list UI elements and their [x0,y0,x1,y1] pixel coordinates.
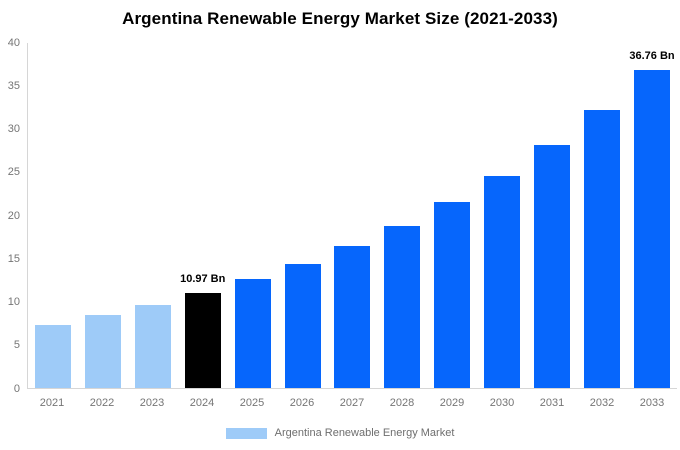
x-tick-label: 2022 [89,397,115,409]
y-tick-label: 25 [7,166,20,179]
bar-2022 [84,315,121,388]
bar-2021 [34,324,71,388]
bar-2033 [634,70,671,388]
bar-slot [477,43,527,388]
bar-slot [278,43,328,388]
x-tick-label: 2021 [39,397,65,409]
bar-slot [78,43,128,388]
bar-slot [527,43,577,388]
legend-swatch [225,427,267,439]
y-axis: 0 5 10 15 20 25 30 35 40 [0,0,20,450]
x-tick-label: 2030 [489,397,515,409]
bar-2030 [484,175,521,388]
legend-label: Argentina Renewable Energy Market [274,427,455,439]
y-tick-label: 35 [7,79,20,92]
chart-title: Argentina Renewable Energy Market Size (… [122,9,558,28]
x-tick-label: 2028 [389,397,415,409]
bar-2032 [584,110,621,388]
x-tick-label: 2031 [539,397,565,409]
y-tick-label: 15 [7,252,20,265]
y-tick-label: 30 [7,123,20,135]
bar-slot [128,43,178,388]
y-tick-label: 20 [7,209,20,222]
bar-value-label: 36.76 Bn [629,50,675,63]
x-axis: 2021 2022 2023 2024 2025 2026 2027 2028 2029 2030… [27,397,677,409]
x-tick-label: 2024 [189,397,215,409]
bar-slot [328,43,378,388]
bar-2025 [234,279,271,388]
bar-slot: 36.76 Bn [627,43,677,388]
bar-2027 [334,246,371,388]
bar-2024 [184,293,221,388]
x-tick-label: 2029 [439,397,465,409]
y-tick-label: 10 [7,296,20,308]
bar-value-label: 10.97 Bn [180,273,226,286]
x-tick-label: 2025 [239,397,265,409]
bar-2029 [434,202,471,388]
x-tick-label: 2032 [589,397,615,409]
x-tick-label: 2027 [339,397,365,409]
x-tick-label: 2026 [289,397,315,409]
bar-slot [577,43,627,388]
bar-slot [28,43,78,388]
bar-2031 [534,145,571,388]
y-tick-label: 0 [13,382,20,395]
bar-2026 [284,263,321,388]
bar-slot [377,43,427,388]
x-tick-label: 2023 [139,397,165,409]
y-tick-label: 40 [7,36,20,49]
bar-slot [228,43,278,388]
plot-area: 10.97 Bn 36.76 Bn [27,43,677,389]
legend: Argentina Renewable Energy Market [0,427,680,439]
bar-2028 [384,225,421,388]
y-tick-label: 5 [13,339,20,352]
bar-2023 [134,305,171,388]
x-tick-label: 2033 [639,397,665,409]
bar-slot: 10.97 Bn [178,43,228,388]
bar-slot [427,43,477,388]
